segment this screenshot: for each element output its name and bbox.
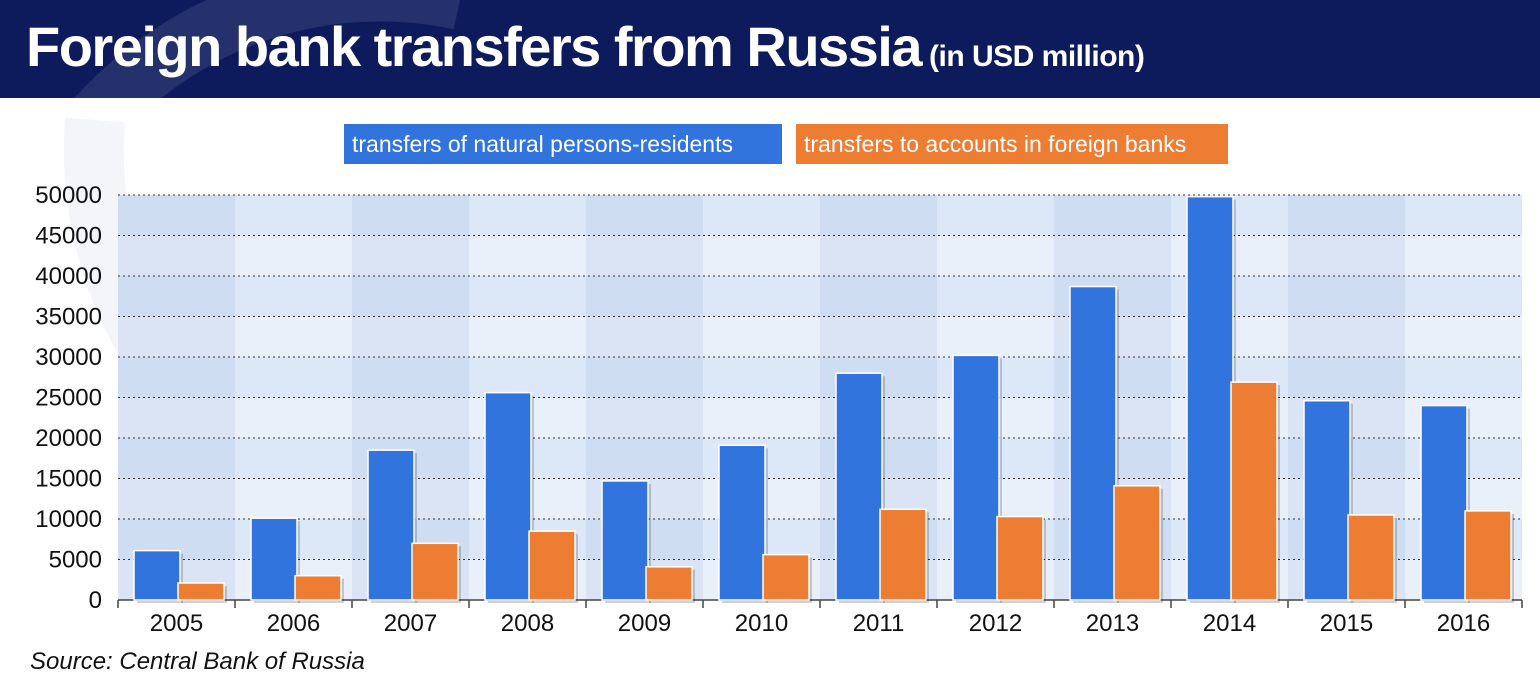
background-band [118,235,1522,276]
background-band [118,438,1522,479]
x-tick-label: 2015 [1320,610,1373,637]
x-tick-label: 2006 [267,610,320,637]
legend-item-foreign-banks: transfers to accounts in foreign banks [796,124,1228,164]
background-band [118,316,1522,357]
source-note: Source: Central Bank of Russia [30,648,365,675]
y-tick-label: 50000 [35,182,102,209]
y-tick-label: 25000 [35,385,102,412]
x-tick-label: 2008 [501,610,554,637]
y-tick-label: 0 [89,587,102,614]
header-banner: Foreign bank transfers from Russia (in US… [0,0,1540,98]
x-tick-label: 2007 [384,610,437,637]
x-tick-label: 2011 [853,610,905,637]
x-tick-label: 2016 [1437,610,1490,637]
bar-natural-persons [250,517,298,601]
bar-foreign-banks [177,582,225,601]
bar-foreign-banks [879,508,927,601]
bar-natural-persons [718,444,766,601]
bar-natural-persons [835,372,883,601]
bar-foreign-banks [1464,510,1512,601]
y-tick-label: 20000 [35,425,102,452]
bar-natural-persons [952,354,1000,601]
y-tick-label: 5000 [49,547,102,574]
bar-natural-persons [1303,399,1351,601]
background-band [118,276,1522,317]
bar-natural-persons [133,549,181,601]
bar-foreign-banks [762,553,810,601]
bar-natural-persons [1420,404,1468,601]
x-tick-label: 2005 [150,610,203,637]
bar-natural-persons [1069,285,1117,601]
x-tick-label: 2010 [735,610,788,637]
x-tick-label: 2012 [969,610,1022,637]
background-band [118,478,1522,519]
bar-natural-persons [484,391,532,601]
bar-foreign-banks [528,530,576,601]
chart-subtitle: (in USD million) [929,40,1145,73]
x-tick-label: 2009 [618,610,671,637]
title-block: Foreign bank transfers from Russia (in US… [26,14,1145,79]
background-band [118,559,1522,600]
bar-foreign-banks [411,542,459,601]
bar-natural-persons [601,480,649,601]
bar-foreign-banks [1347,514,1395,601]
y-tick-label: 35000 [35,304,102,331]
y-tick-label: 45000 [35,223,102,250]
chart-title: Foreign bank transfers from Russia [26,15,923,78]
background-band [118,357,1522,398]
bar-natural-persons [1186,195,1234,601]
bar-foreign-banks [1113,485,1161,601]
bar-foreign-banks [1230,381,1278,601]
column-shade [118,195,235,600]
background-band [118,195,1522,236]
background-band [118,519,1522,560]
y-tick-label: 15000 [35,466,102,493]
bar-foreign-banks [645,566,693,601]
x-tick-label: 2014 [1203,610,1256,637]
legend-item-natural-persons: transfers of natural persons-residents [344,124,782,164]
x-tick-label: 2013 [1086,610,1139,637]
bar-natural-persons [367,449,415,601]
y-tick-label: 10000 [35,506,102,533]
y-tick-label: 40000 [35,263,102,290]
y-tick-label: 30000 [35,344,102,371]
bar-foreign-banks [294,574,342,601]
bar-foreign-banks [996,515,1044,601]
background-band [118,397,1522,438]
